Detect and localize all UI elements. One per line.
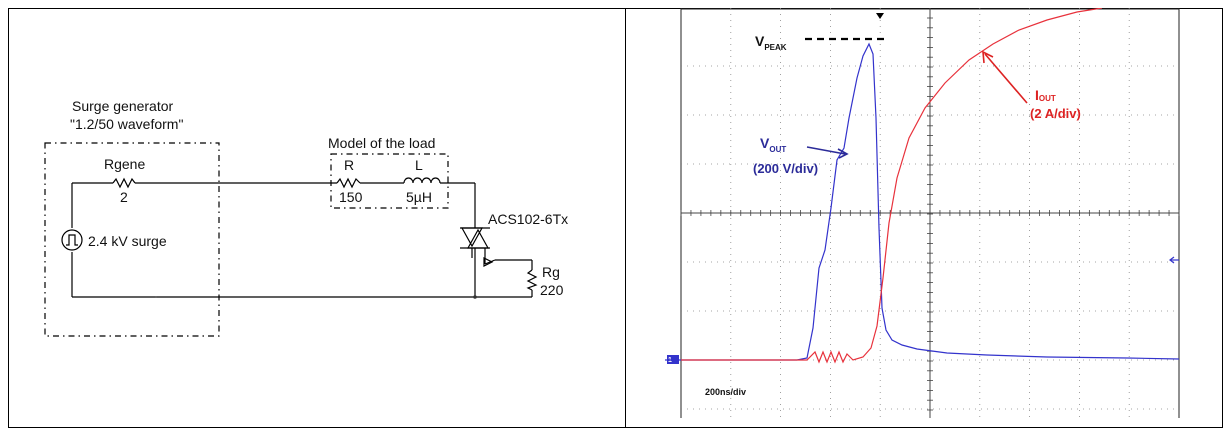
- generator-title: Surge generator: [72, 98, 174, 114]
- vout-scale: (200 V/div): [753, 161, 818, 176]
- rg-resistor: [526, 269, 538, 291]
- generator-box: [44, 142, 220, 337]
- load-title: Model of the load: [328, 135, 435, 151]
- r-value: 150: [339, 189, 363, 205]
- vpeak-label: VPEAK: [755, 33, 787, 52]
- device-label: ACS102-6Tx: [488, 211, 568, 227]
- rg-name: Rg: [542, 264, 560, 280]
- generator-subtitle: "1.2/50 waveform": [70, 116, 183, 132]
- source-label: 2.4 kV surge: [88, 233, 167, 249]
- oscilloscope-capture: 1 VPEAK VOUT (200 V/div) IOUT (2 A/div) …: [665, 8, 1180, 418]
- vout-trace: [665, 42, 1180, 361]
- rgene-value: 2: [120, 189, 128, 205]
- load-model-box: [330, 153, 449, 209]
- acs-device-symbol: [460, 227, 496, 272]
- right-edge-marker: [1169, 256, 1179, 264]
- junction-dot: [473, 295, 477, 299]
- vout-arrow: [806, 146, 849, 159]
- r-name: R: [344, 157, 354, 173]
- l-inductor: [403, 177, 441, 184]
- iout-arrow: [982, 50, 1028, 104]
- panel-divider: [625, 8, 626, 428]
- rg-value: 220: [540, 282, 564, 298]
- surge-source-symbol: [61, 229, 83, 251]
- iout-scale: (2 A/div): [1030, 106, 1081, 121]
- trigger-marker: [876, 13, 884, 19]
- rgene-name: Rgene: [104, 156, 145, 172]
- iout-trace: [681, 8, 1103, 364]
- l-value: 5µH: [406, 189, 432, 205]
- timebase-label: 200ns/div: [705, 387, 746, 397]
- r-resistor: [336, 177, 361, 189]
- rgene-resistor: [112, 177, 136, 189]
- iout-label: IOUT: [1035, 87, 1056, 103]
- circuit-schematic: Surge generator "1.2/50 waveform" Rgene …: [44, 98, 568, 337]
- vout-label: VOUT: [760, 135, 786, 154]
- junction-dot: [155, 296, 157, 298]
- l-name: L: [415, 157, 423, 173]
